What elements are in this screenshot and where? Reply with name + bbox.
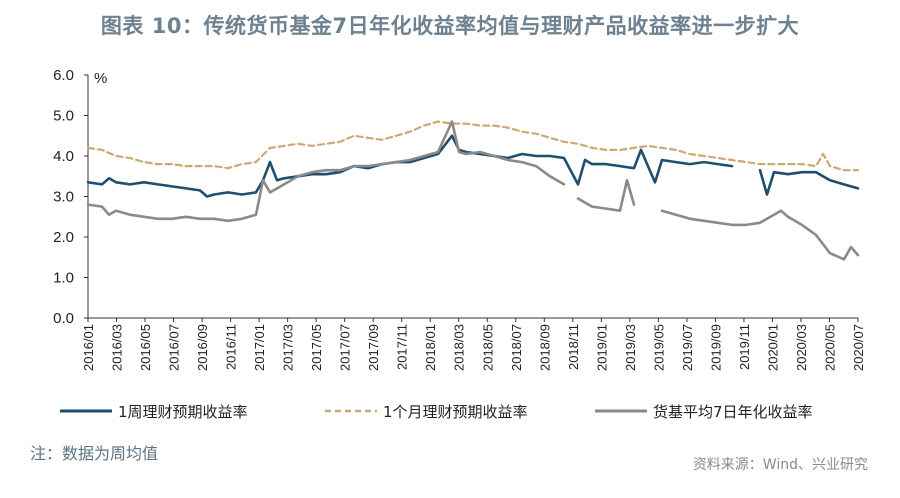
series-line-3 — [660, 209, 860, 261]
x-tick-label: 2017/01 — [252, 324, 267, 371]
y-tick-label: 2.0 — [53, 229, 74, 246]
x-tick-label: 2020/01 — [765, 324, 780, 371]
x-tick-label: 2018/11 — [566, 324, 581, 370]
chart-title: 图表 10：传统货币基金7日年化收益率均值与理财产品收益率进一步扩大 — [100, 14, 800, 38]
x-tick-label: 2016/07 — [167, 324, 182, 371]
x-tick-label: 2016/09 — [195, 324, 210, 371]
source-note: 资料来源：Wind、兴业研究 — [692, 457, 868, 473]
x-tick-label: 2017/07 — [338, 324, 353, 371]
x-tick-label: 2018/03 — [452, 324, 467, 371]
x-tick-label: 2016/11 — [224, 324, 239, 370]
y-tick-label: 4.0 — [53, 148, 74, 165]
x-tick-label: 2019/05 — [651, 324, 666, 371]
series-line-3 — [86, 120, 566, 223]
y-tick-label: 5.0 — [53, 108, 74, 125]
x-tick-label: 2018/07 — [509, 324, 524, 371]
x-tick-label: 2019/07 — [680, 324, 695, 371]
x-tick-label: 2019/09 — [708, 324, 723, 371]
legend-label-2: 1个月理财预期收益率 — [383, 403, 528, 421]
x-tick-label: 2017/11 — [395, 324, 410, 370]
x-tick-label: 2019/01 — [594, 324, 609, 371]
x-tick-label: 2016/03 — [110, 324, 125, 371]
x-tick-label: 2017/03 — [281, 324, 296, 371]
x-tick-label: 2016/01 — [81, 324, 96, 371]
x-tick-label: 2020/03 — [794, 324, 809, 371]
y-axis-unit: % — [94, 70, 107, 87]
y-tick-label: 3.0 — [53, 189, 74, 206]
x-tick-label: 2018/01 — [423, 324, 438, 371]
x-tick-label: 2018/09 — [537, 324, 552, 371]
y-tick-label: 0.0 — [53, 310, 74, 327]
x-tick-label: 2019/11 — [737, 324, 752, 370]
x-tick-label: 2017/05 — [309, 324, 324, 371]
y-tick-label: 6.0 — [53, 67, 74, 84]
x-tick-label: 2020/07 — [851, 324, 866, 371]
x-tick-label: 2018/05 — [480, 324, 495, 371]
legend-label-3: 货基平均7日年化收益率 — [653, 403, 813, 421]
legend-label-1: 1周理财预期收益率 — [118, 403, 248, 421]
x-tick-label: 2016/05 — [138, 324, 153, 371]
data-note: 注：数据为周均值 — [30, 444, 159, 463]
series-line-1 — [758, 168, 860, 196]
series-line-3 — [576, 179, 636, 212]
y-tick-label: 1.0 — [53, 270, 74, 287]
x-tick-label: 2020/05 — [822, 324, 837, 371]
x-tick-label: 2017/09 — [366, 324, 381, 371]
series-line-2 — [86, 120, 860, 172]
x-tick-label: 2019/03 — [623, 324, 638, 371]
series-line-1 — [86, 134, 734, 198]
